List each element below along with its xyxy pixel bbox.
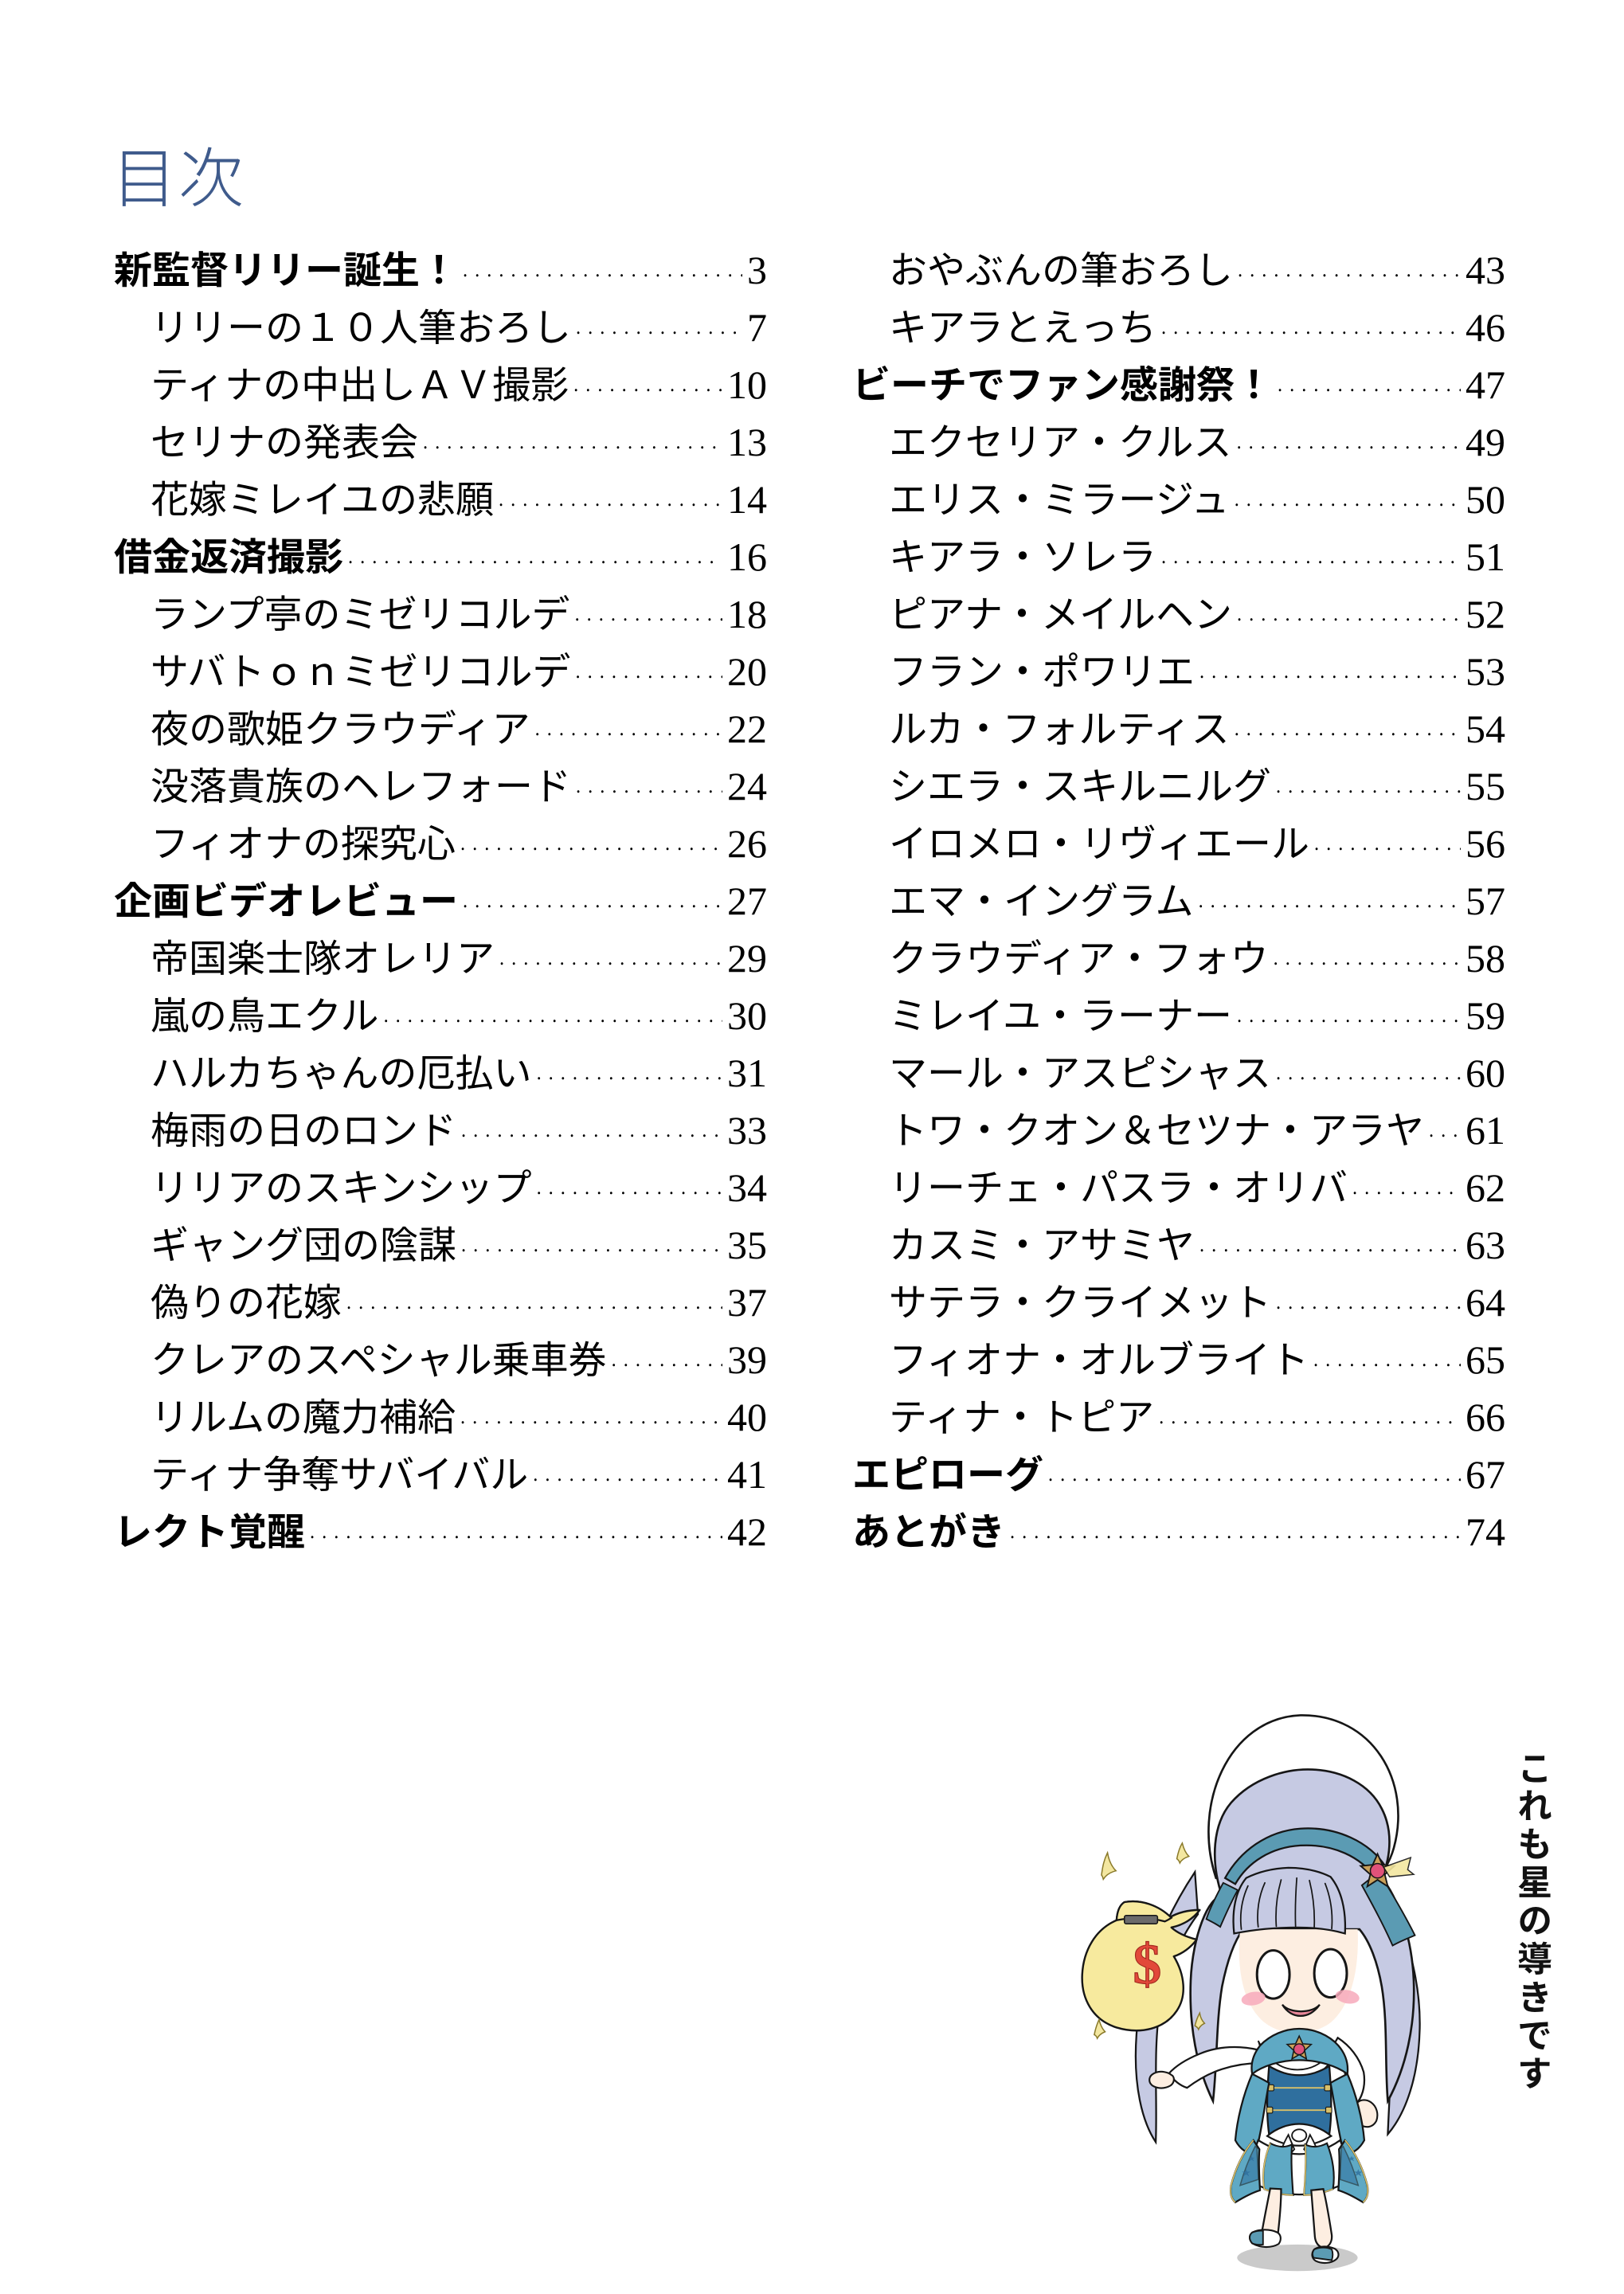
svg-text:$: $ <box>1133 1932 1161 1996</box>
